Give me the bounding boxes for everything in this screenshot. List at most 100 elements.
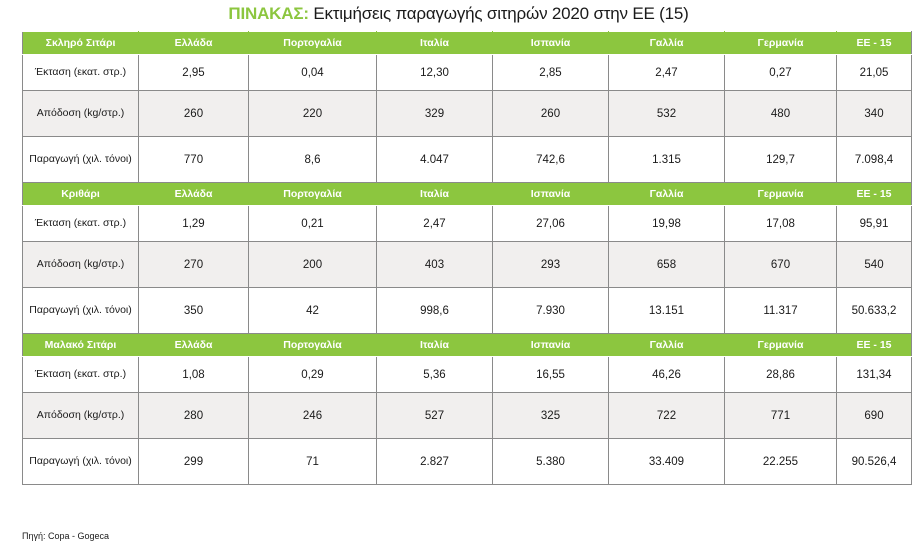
country-header: Πορτογαλία	[248, 31, 377, 55]
value-cell: 7.098,4	[836, 136, 912, 183]
row-label: Έκταση (εκατ. στρ.)	[22, 54, 139, 91]
value-cell: 270	[138, 241, 249, 288]
country-header: Γαλλία	[608, 182, 725, 206]
country-header: Ιταλία	[376, 31, 493, 55]
table-row: Έκταση (εκατ. στρ.) 1,08 0,29 5,36 16,55 46,2…	[22, 356, 912, 393]
value-cell: 16,55	[492, 356, 609, 393]
table-row: Έκταση (εκατ. στρ.) 2,95 0,04 12,30 2,85 2,47…	[22, 54, 912, 91]
value-cell: 0,04	[248, 54, 377, 91]
value-cell: 71	[248, 438, 377, 485]
value-cell: 8,6	[248, 136, 377, 183]
value-cell: 742,6	[492, 136, 609, 183]
country-header: ΕΕ - 15	[836, 31, 912, 55]
country-header: Γερμανία	[724, 31, 837, 55]
row-label: Παραγωγή (χιλ. τόνοι)	[22, 438, 139, 485]
value-cell: 4.047	[376, 136, 493, 183]
country-header: ΕΕ - 15	[836, 333, 912, 357]
country-header: Ελλάδα	[138, 333, 249, 357]
country-header: Γαλλία	[608, 333, 725, 357]
value-cell: 403	[376, 241, 493, 288]
value-cell: 0,21	[248, 205, 377, 242]
country-header: Ισπανία	[492, 333, 609, 357]
crop-name-header: Σκληρό Σιτάρι	[22, 31, 139, 55]
value-cell: 770	[138, 136, 249, 183]
row-label: Έκταση (εκατ. στρ.)	[22, 205, 139, 242]
section-header-row: Σκληρό Σιτάρι Ελλάδα Πορτογαλία Ιταλία Ισπαν…	[22, 31, 912, 55]
country-header: Πορτογαλία	[248, 333, 377, 357]
source-note: Πηγή: Copa - Gogeca	[22, 531, 110, 541]
crop-name-header: Μαλακό Σιτάρι	[22, 333, 139, 357]
row-label: Παραγωγή (χιλ. τόνοι)	[22, 136, 139, 183]
row-label: Έκταση (εκατ. στρ.)	[22, 356, 139, 393]
value-cell: 220	[248, 90, 377, 137]
row-label: Απόδοση (kg/στρ.)	[22, 90, 139, 137]
table-row: Παραγωγή (χιλ. τόνοι) 350 42 998,6 7.930 13.1…	[22, 287, 912, 334]
table-row: Έκταση (εκατ. στρ.) 1,29 0,21 2,47 27,06 19,9…	[22, 205, 912, 242]
value-cell: 722	[608, 392, 725, 439]
value-cell: 690	[836, 392, 912, 439]
country-header: Γερμανία	[724, 182, 837, 206]
value-cell: 2,95	[138, 54, 249, 91]
value-cell: 670	[724, 241, 837, 288]
country-header: Ιταλία	[376, 333, 493, 357]
country-header: Ισπανία	[492, 182, 609, 206]
value-cell: 658	[608, 241, 725, 288]
value-cell: 329	[376, 90, 493, 137]
value-cell: 90.526,4	[836, 438, 912, 485]
country-header: ΕΕ - 15	[836, 182, 912, 206]
row-label: Απόδοση (kg/στρ.)	[22, 241, 139, 288]
value-cell: 200	[248, 241, 377, 288]
value-cell: 7.930	[492, 287, 609, 334]
value-cell: 33.409	[608, 438, 725, 485]
country-header: Γερμανία	[724, 333, 837, 357]
value-cell: 1,29	[138, 205, 249, 242]
value-cell: 1.315	[608, 136, 725, 183]
title-text: Εκτιμήσεις παραγωγής σιτηρών 2020 στην Ε…	[313, 4, 689, 23]
table-body: Σκληρό Σιτάρι Ελλάδα Πορτογαλία Ιταλία Ισπαν…	[22, 31, 912, 485]
value-cell: 11.317	[724, 287, 837, 334]
value-cell: 17,08	[724, 205, 837, 242]
country-header: Ισπανία	[492, 31, 609, 55]
table-row: Παραγωγή (χιλ. τόνοι) 770 8,6 4.047 742,6 1.3…	[22, 136, 912, 183]
value-cell: 998,6	[376, 287, 493, 334]
value-cell: 350	[138, 287, 249, 334]
value-cell: 46,26	[608, 356, 725, 393]
value-cell: 771	[724, 392, 837, 439]
value-cell: 2,47	[608, 54, 725, 91]
value-cell: 293	[492, 241, 609, 288]
table-row: Παραγωγή (χιλ. τόνοι) 299 71 2.827 5.380 33.4…	[22, 438, 912, 485]
value-cell: 260	[492, 90, 609, 137]
value-cell: 28,86	[724, 356, 837, 393]
value-cell: 340	[836, 90, 912, 137]
value-cell: 21,05	[836, 54, 912, 91]
value-cell: 480	[724, 90, 837, 137]
value-cell: 0,29	[248, 356, 377, 393]
value-cell: 532	[608, 90, 725, 137]
row-label: Παραγωγή (χιλ. τόνοι)	[22, 287, 139, 334]
value-cell: 27,06	[492, 205, 609, 242]
value-cell: 19,98	[608, 205, 725, 242]
value-cell: 299	[138, 438, 249, 485]
title-lead: ΠΙΝΑΚΑΣ:	[228, 4, 309, 23]
country-header: Γαλλία	[608, 31, 725, 55]
table-row: Απόδοση (kg/στρ.) 260 220 329 260 532 480 340	[22, 90, 912, 137]
value-cell: 2.827	[376, 438, 493, 485]
value-cell: 280	[138, 392, 249, 439]
value-cell: 5.380	[492, 438, 609, 485]
value-cell: 540	[836, 241, 912, 288]
row-label: Απόδοση (kg/στρ.)	[22, 392, 139, 439]
value-cell: 5,36	[376, 356, 493, 393]
value-cell: 22.255	[724, 438, 837, 485]
country-header: Ιταλία	[376, 182, 493, 206]
value-cell: 95,91	[836, 205, 912, 242]
value-cell: 129,7	[724, 136, 837, 183]
table-row: Απόδοση (kg/στρ.) 280 246 527 325 722 771 690	[22, 392, 912, 439]
crop-name-header: Κριθάρι	[22, 182, 139, 206]
grain-production-table: Σκληρό Σιτάρι Ελλάδα Πορτογαλία Ιταλία Ισπαν…	[22, 31, 912, 485]
value-cell: 13.151	[608, 287, 725, 334]
value-cell: 527	[376, 392, 493, 439]
table-title: ΠΙΝΑΚΑΣ: Εκτιμήσεις παραγωγής σιτηρών 20…	[0, 4, 917, 24]
section-header-row: Κριθάρι Ελλάδα Πορτογαλία Ιταλία Ισπανία Γαλλ…	[22, 182, 912, 206]
value-cell: 0,27	[724, 54, 837, 91]
value-cell: 12,30	[376, 54, 493, 91]
